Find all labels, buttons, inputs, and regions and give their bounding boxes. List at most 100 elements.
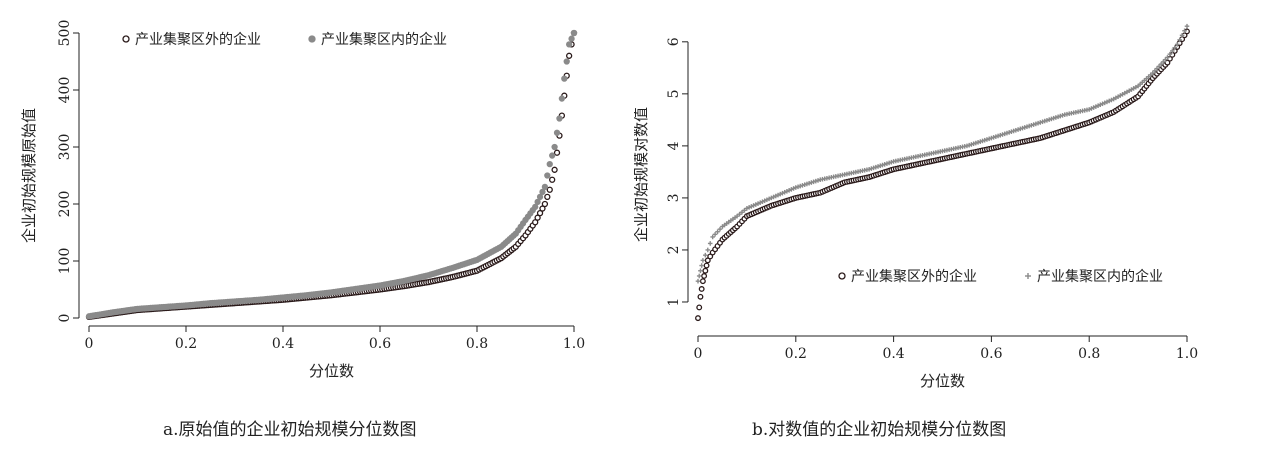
data-point: [734, 213, 740, 219]
data-point: [699, 278, 706, 285]
legend-marker: [308, 35, 316, 43]
y-tick-label: 5: [666, 89, 682, 98]
legend-marker: [838, 272, 846, 280]
data-point: [553, 129, 561, 136]
data-point: [532, 219, 539, 226]
y-tick-label: 6: [666, 37, 682, 46]
data-point: [695, 278, 701, 284]
data-point: [700, 258, 706, 263]
legend-label: 产业集聚区内的企业: [321, 31, 447, 48]
data-point: [544, 193, 551, 201]
panel-a: 0 0.2 0.4 0.6 0.8 1.0 0 100 200 300 400 500 分位数 企业初始规…: [0, 0, 634, 453]
data-point: [1174, 42, 1180, 47]
series-2: [85, 29, 578, 320]
legend-marker: [1025, 273, 1031, 279]
data-point: [710, 234, 715, 240]
panel-b: 0 0.2 0.4 0.6 0.8 1.0 1 2 3 4 5 6 分位数 企业初始规模对数值产业集聚区外…: [634, 0, 1268, 453]
data-point: [566, 52, 573, 59]
legend: 产业集聚区外的企业 产业集聚区内的企业: [122, 31, 447, 48]
data-point: [705, 247, 711, 253]
y-tick-label: 4: [666, 141, 682, 150]
data-point: [712, 232, 718, 237]
x-tick-label: 0.8: [1078, 346, 1100, 362]
x-tick-label: 1.0: [1176, 346, 1198, 362]
data-point: [699, 263, 704, 268]
data-point: [566, 41, 573, 48]
data-point: [551, 166, 558, 173]
x-tick-label: 1.0: [563, 336, 585, 352]
data-point: [703, 252, 708, 258]
data-point: [568, 35, 575, 42]
legend-label: 产业集聚区内的企业: [1037, 268, 1163, 285]
data-point: [544, 172, 551, 179]
x-tick-label: 0.6: [369, 336, 391, 352]
series-1: [85, 29, 578, 321]
data-point: [532, 203, 539, 211]
data-point: [717, 226, 723, 232]
data-point: [1177, 37, 1182, 43]
data-point: [534, 198, 541, 206]
data-point: [739, 209, 745, 215]
y-tick-label: 1: [666, 298, 682, 307]
data-point: [558, 95, 566, 102]
data-point: [696, 273, 702, 279]
data-point: [701, 273, 708, 279]
data-point: [715, 229, 720, 235]
y-tick-label: 500: [57, 20, 73, 47]
data-point: [1179, 33, 1185, 38]
y-tick-label: 0: [57, 314, 73, 323]
y-tick-label: 3: [666, 193, 682, 202]
y-tick-label: 200: [57, 191, 73, 218]
data-point: [702, 267, 709, 274]
chart-subtitle: a.原始值的企业初始规模分位数图: [163, 420, 417, 440]
x-tick-label: 0: [694, 346, 703, 362]
y-tick-label: 300: [57, 134, 73, 161]
legend-label: 产业集聚区外的企业: [135, 31, 261, 48]
chart-b: 0 0.2 0.4 0.6 0.8 1.0 1 2 3 4 5 6 分位数 企业初始规模对数值产业集聚区外…: [634, 23, 1198, 390]
data-point: [698, 286, 705, 292]
series-2: [695, 23, 1190, 284]
data-point: [707, 241, 713, 246]
legend-label: 产业集聚区外的企业: [851, 268, 977, 285]
data-point: [534, 214, 541, 221]
data-point: [570, 29, 578, 37]
legend: 产业集聚区外的企业 产业集聚区内的企业: [838, 268, 1163, 285]
y-axis-label: 企业初始规模原始值: [20, 108, 38, 243]
data-point: [541, 200, 549, 208]
data-point: [539, 188, 546, 196]
data-point: [1170, 48, 1175, 54]
data-point: [703, 262, 710, 269]
y-axis-label: 企业初始规模对数值: [634, 107, 650, 242]
data-point: [563, 58, 570, 65]
x-tick-label: 0.4: [272, 336, 294, 352]
data-point: [1184, 23, 1190, 29]
x-tick-label: 0: [85, 336, 94, 352]
data-point: [539, 205, 546, 212]
data-point: [556, 115, 563, 122]
x-tick-label: 0.2: [785, 346, 807, 362]
y-tick-label: 2: [666, 245, 682, 254]
data-point: [737, 211, 742, 217]
data-point: [553, 149, 561, 156]
data-point: [695, 315, 701, 322]
data-point: [698, 268, 703, 274]
data-point: [561, 75, 568, 82]
data-point: [536, 193, 544, 201]
data-point: [536, 209, 544, 217]
chart-subtitle: b.对数值的企业初始规模分位数图: [752, 420, 1007, 440]
x-tick-label: 0.4: [882, 346, 904, 362]
data-point: [549, 176, 556, 183]
data-point: [696, 304, 703, 311]
data-point: [546, 186, 553, 193]
y-tick-label: 400: [57, 77, 73, 104]
x-tick-label: 0.6: [980, 346, 1002, 362]
data-point: [1165, 55, 1170, 60]
x-axis-label: 分位数: [920, 372, 965, 390]
y-tick-label: 100: [57, 248, 73, 275]
x-tick-label: 0.2: [175, 336, 197, 352]
x-tick-label: 0.8: [466, 336, 488, 352]
legend-marker: [122, 35, 130, 43]
data-point: [541, 183, 549, 191]
data-point: [551, 143, 558, 151]
x-axis-label: 分位数: [309, 362, 354, 380]
